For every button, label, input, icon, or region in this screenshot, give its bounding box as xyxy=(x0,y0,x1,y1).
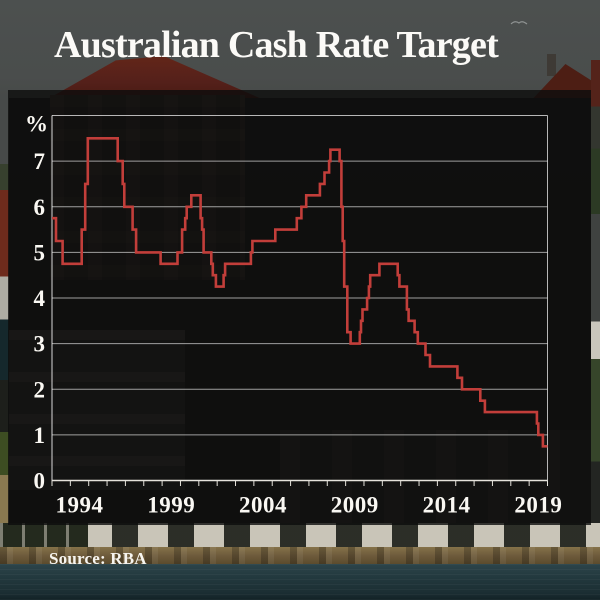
y-tick-label-2: 2 xyxy=(34,377,46,402)
water xyxy=(0,564,600,600)
seagull-icon xyxy=(510,21,528,25)
y-tick-label-3: 3 xyxy=(34,332,46,357)
x-tick-label-2009: 2009 xyxy=(331,493,379,518)
y-tick-label-0: 0 xyxy=(34,469,46,494)
y-tick-label-1: 1 xyxy=(34,423,46,448)
chimney xyxy=(547,54,556,76)
y-tick-label-6: 6 xyxy=(34,195,46,220)
x-tick-label-1994: 1994 xyxy=(56,493,104,518)
photo-edge-right xyxy=(591,60,600,527)
y-tick-label-7: 7 xyxy=(34,149,46,174)
chart-backdrop-overlay xyxy=(8,90,591,525)
x-tick-label-2014: 2014 xyxy=(423,493,471,518)
y-tick-label-4: 4 xyxy=(34,286,46,311)
photo-edge-left xyxy=(0,95,9,527)
x-tick-label-1999: 1999 xyxy=(147,493,195,518)
waterfront-building-row xyxy=(0,523,600,549)
cash-rate-line xyxy=(52,137,548,448)
source-note: Source: RBA xyxy=(49,549,147,568)
x-tick-label-2004: 2004 xyxy=(239,493,287,518)
x-tick-label-2019: 2019 xyxy=(514,493,562,518)
chart-title: Australian Cash Rate Target xyxy=(54,24,499,66)
hedge xyxy=(0,523,88,549)
y-axis-unit-label: % xyxy=(25,112,48,137)
seawall xyxy=(0,547,600,566)
y-tick-label-5: 5 xyxy=(34,240,46,265)
